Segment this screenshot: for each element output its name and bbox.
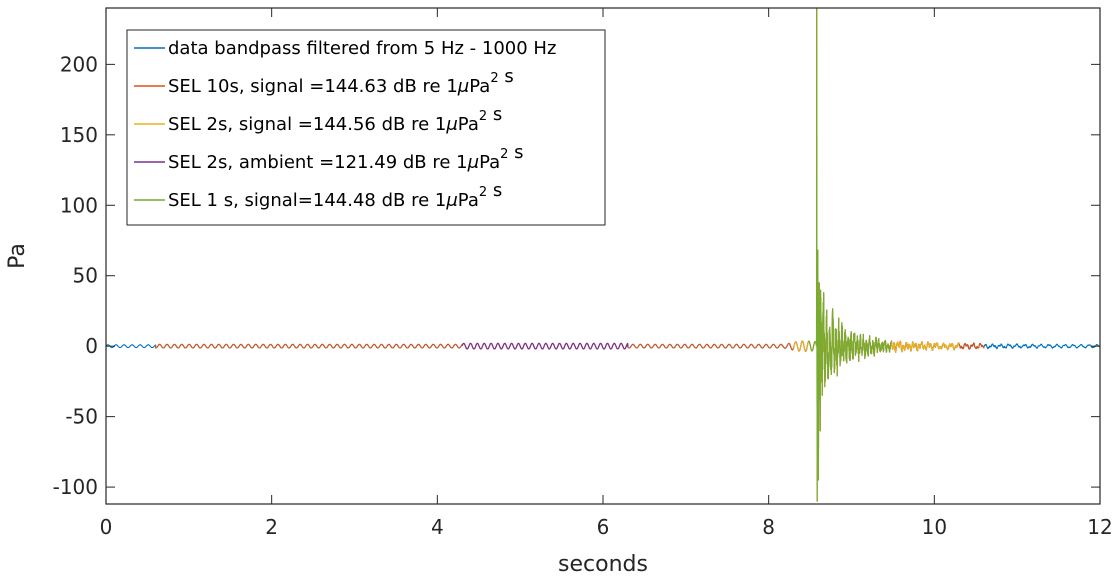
- x-tick-label: 12: [1087, 515, 1112, 539]
- x-tick-label: 2: [265, 515, 278, 539]
- y-axis-title: Pa: [5, 243, 30, 269]
- x-axis-title: seconds: [558, 552, 648, 577]
- y-tick-label: 0: [85, 334, 98, 358]
- y-tick-label: -50: [65, 405, 98, 429]
- legend-label-1: data bandpass filtered from 5 Hz - 1000 …: [168, 38, 556, 59]
- x-tick-label: 0: [100, 515, 113, 539]
- x-tick-label: 10: [922, 515, 947, 539]
- x-tick-label: 8: [762, 515, 775, 539]
- y-tick-label: 50: [73, 264, 98, 288]
- y-tick-label: -100: [53, 475, 98, 499]
- x-tick-label: 4: [431, 515, 444, 539]
- x-tick-label: 6: [597, 515, 610, 539]
- y-tick-label: 100: [60, 193, 98, 217]
- y-tick-label: 200: [60, 52, 98, 76]
- legend: data bandpass filtered from 5 Hz - 1000 …: [127, 30, 605, 225]
- y-tick-label: 150: [60, 123, 98, 147]
